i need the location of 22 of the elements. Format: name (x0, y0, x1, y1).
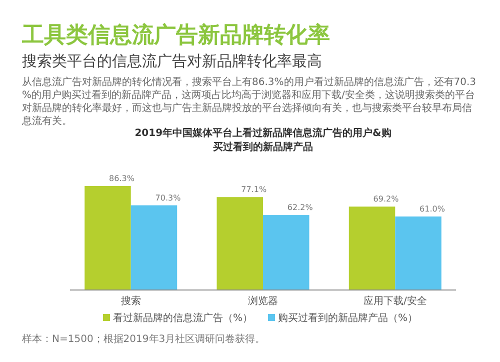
bar (84, 186, 131, 290)
data-label: 62.2% (287, 203, 314, 212)
data-label: 77.1% (241, 185, 267, 194)
legend-label: 看过新品牌的信息流广告（%） (113, 312, 253, 324)
text: 从信息流广告对新品牌的转化情况看，搜索平台上有86.3%的用户看过新品牌的信息流广告，还有70.3%的用户购买过看到的新品牌产品，这两项占比均高于浏览器和应用下载/安全类，这说明搜索类的平台对新品牌的转化率最好，而这也与广告主新品牌投放的平台选择倾向有关，也与搜索类平台较早布局信息流有关。 (21, 76, 476, 127)
bar (216, 197, 263, 290)
x-tick-label: 应用下载/安全 (363, 295, 427, 307)
data-label: 69.2% (373, 194, 400, 204)
x-tick-label: 搜索 (120, 295, 141, 307)
bar (348, 206, 396, 290)
data-label: 61.0% (420, 204, 446, 214)
bar (395, 216, 442, 290)
text: 搜索类平台的信息流广告对新品牌转化率最高 (22, 52, 322, 70)
x-tick-label: 浏览器 (248, 295, 278, 307)
chart-title: 2019年中国媒体平台上看过新品牌信息流广告的用户&购买过看到的新品牌产品 (134, 127, 392, 153)
data-label: 86.3% (109, 174, 135, 183)
text: 样本：N=1500；根据2019年3月社区调研问卷获得。 (22, 333, 266, 345)
legend-label: 购买过看到的新品牌产品（%） (278, 312, 418, 324)
data-label: 70.3% (155, 193, 182, 202)
bar (263, 215, 310, 290)
bar (130, 205, 178, 290)
text: 工具类信息流广告新品牌转化率 (21, 22, 330, 48)
